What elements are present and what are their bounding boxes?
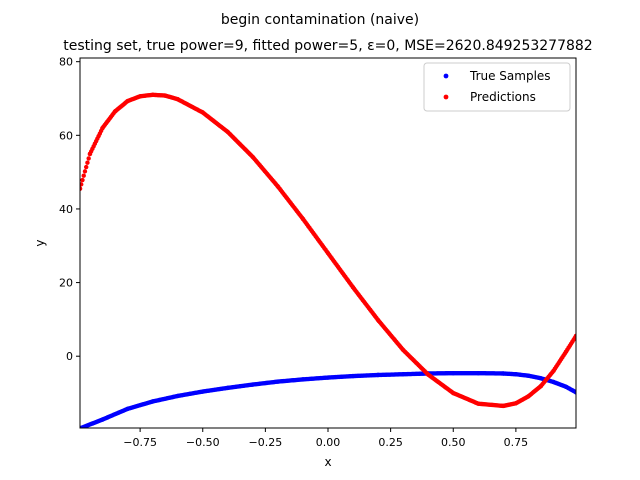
data-point — [80, 186, 83, 191]
data-point — [81, 173, 86, 178]
data-point — [80, 177, 85, 183]
x-tick-label: 0.75 — [504, 436, 529, 449]
legend-label: Predictions — [470, 90, 536, 104]
data-point — [85, 160, 90, 165]
data-point — [84, 164, 89, 170]
data-point — [80, 182, 84, 187]
y-tick-label: 80 — [59, 56, 73, 69]
x-tick-label: −0.75 — [123, 436, 157, 449]
legend: True Samples Predictions — [423, 62, 571, 112]
x-tick-label: −0.50 — [186, 436, 220, 449]
x-tick-label: 0.25 — [378, 436, 403, 449]
x-tick-label: −0.25 — [249, 436, 283, 449]
x-axis-label: x — [324, 455, 331, 469]
legend-box — [423, 62, 571, 112]
legend-marker — [443, 73, 449, 79]
data-point — [573, 390, 576, 395]
y-axis: 0 20 40 60 80 — [59, 56, 80, 363]
series-true-samples — [80, 370, 576, 428]
legend-label: True Samples — [469, 69, 551, 83]
y-tick-label: 40 — [59, 203, 73, 216]
x-axis: −0.75 −0.50 −0.25 0.00 0.25 0.50 0.75 — [123, 428, 528, 449]
plot-marks — [80, 92, 576, 428]
data-point — [573, 333, 576, 339]
data-point — [86, 156, 91, 161]
data-point — [82, 169, 88, 174]
y-tick-label: 60 — [59, 129, 73, 142]
legend-marker — [443, 94, 449, 100]
chart-title: testing set, true power=9, fitted power=… — [63, 38, 592, 54]
series-predictions — [80, 92, 576, 409]
y-axis-label: y — [33, 239, 47, 246]
y-tick-label: 0 — [66, 350, 73, 363]
x-tick-label: 0.00 — [316, 436, 341, 449]
y-tick-label: 20 — [59, 277, 73, 290]
figure-suptitle: begin contamination (naive) — [221, 12, 419, 28]
x-tick-label: 0.50 — [441, 436, 466, 449]
